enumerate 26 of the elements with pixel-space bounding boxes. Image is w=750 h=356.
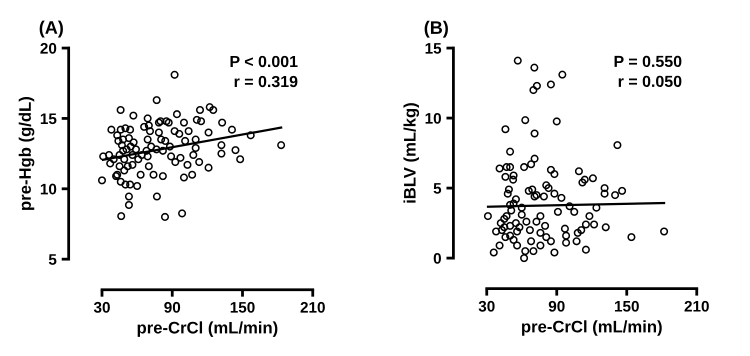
x-axis-title: pre-CrCl (mL/min): [522, 320, 662, 336]
y-tick-label: 15: [40, 113, 56, 124]
x-tick-label: 90: [548, 300, 565, 312]
y-tick-label: 5: [434, 183, 442, 194]
x-tick-label: 30: [94, 302, 110, 313]
x-tick-label: 150: [614, 300, 639, 312]
annotation: P < 0.001: [230, 56, 298, 68]
y-tick-label: 20: [40, 42, 56, 54]
y-tick-label: 10: [40, 184, 56, 194]
x-tick-label: 150: [230, 302, 255, 313]
annotation: r = 0.050: [618, 76, 682, 88]
x-tick-label: 30: [478, 300, 495, 312]
y-tick-label: 15: [426, 43, 442, 54]
chart-title: (B): [424, 20, 448, 38]
annotation: P = 0.550: [614, 56, 682, 68]
x-tick-label: 90: [164, 302, 180, 313]
x-tick-label: 210: [300, 302, 325, 313]
y-tick-label: 0: [434, 252, 441, 264]
y-tick-label: 5: [48, 254, 56, 265]
y-axis-title: pre-Hgb (g/dL): [18, 97, 34, 210]
x-tick-label: 210: [684, 300, 709, 312]
y-tick-label: 10: [426, 112, 441, 124]
y-axis-title: iBLV (mL/kg): [403, 103, 420, 203]
x-axis-title: pre-CrCl (mL/min): [138, 321, 278, 337]
annotation: r = 0.319: [234, 76, 298, 88]
chart-title: (A): [40, 20, 63, 38]
